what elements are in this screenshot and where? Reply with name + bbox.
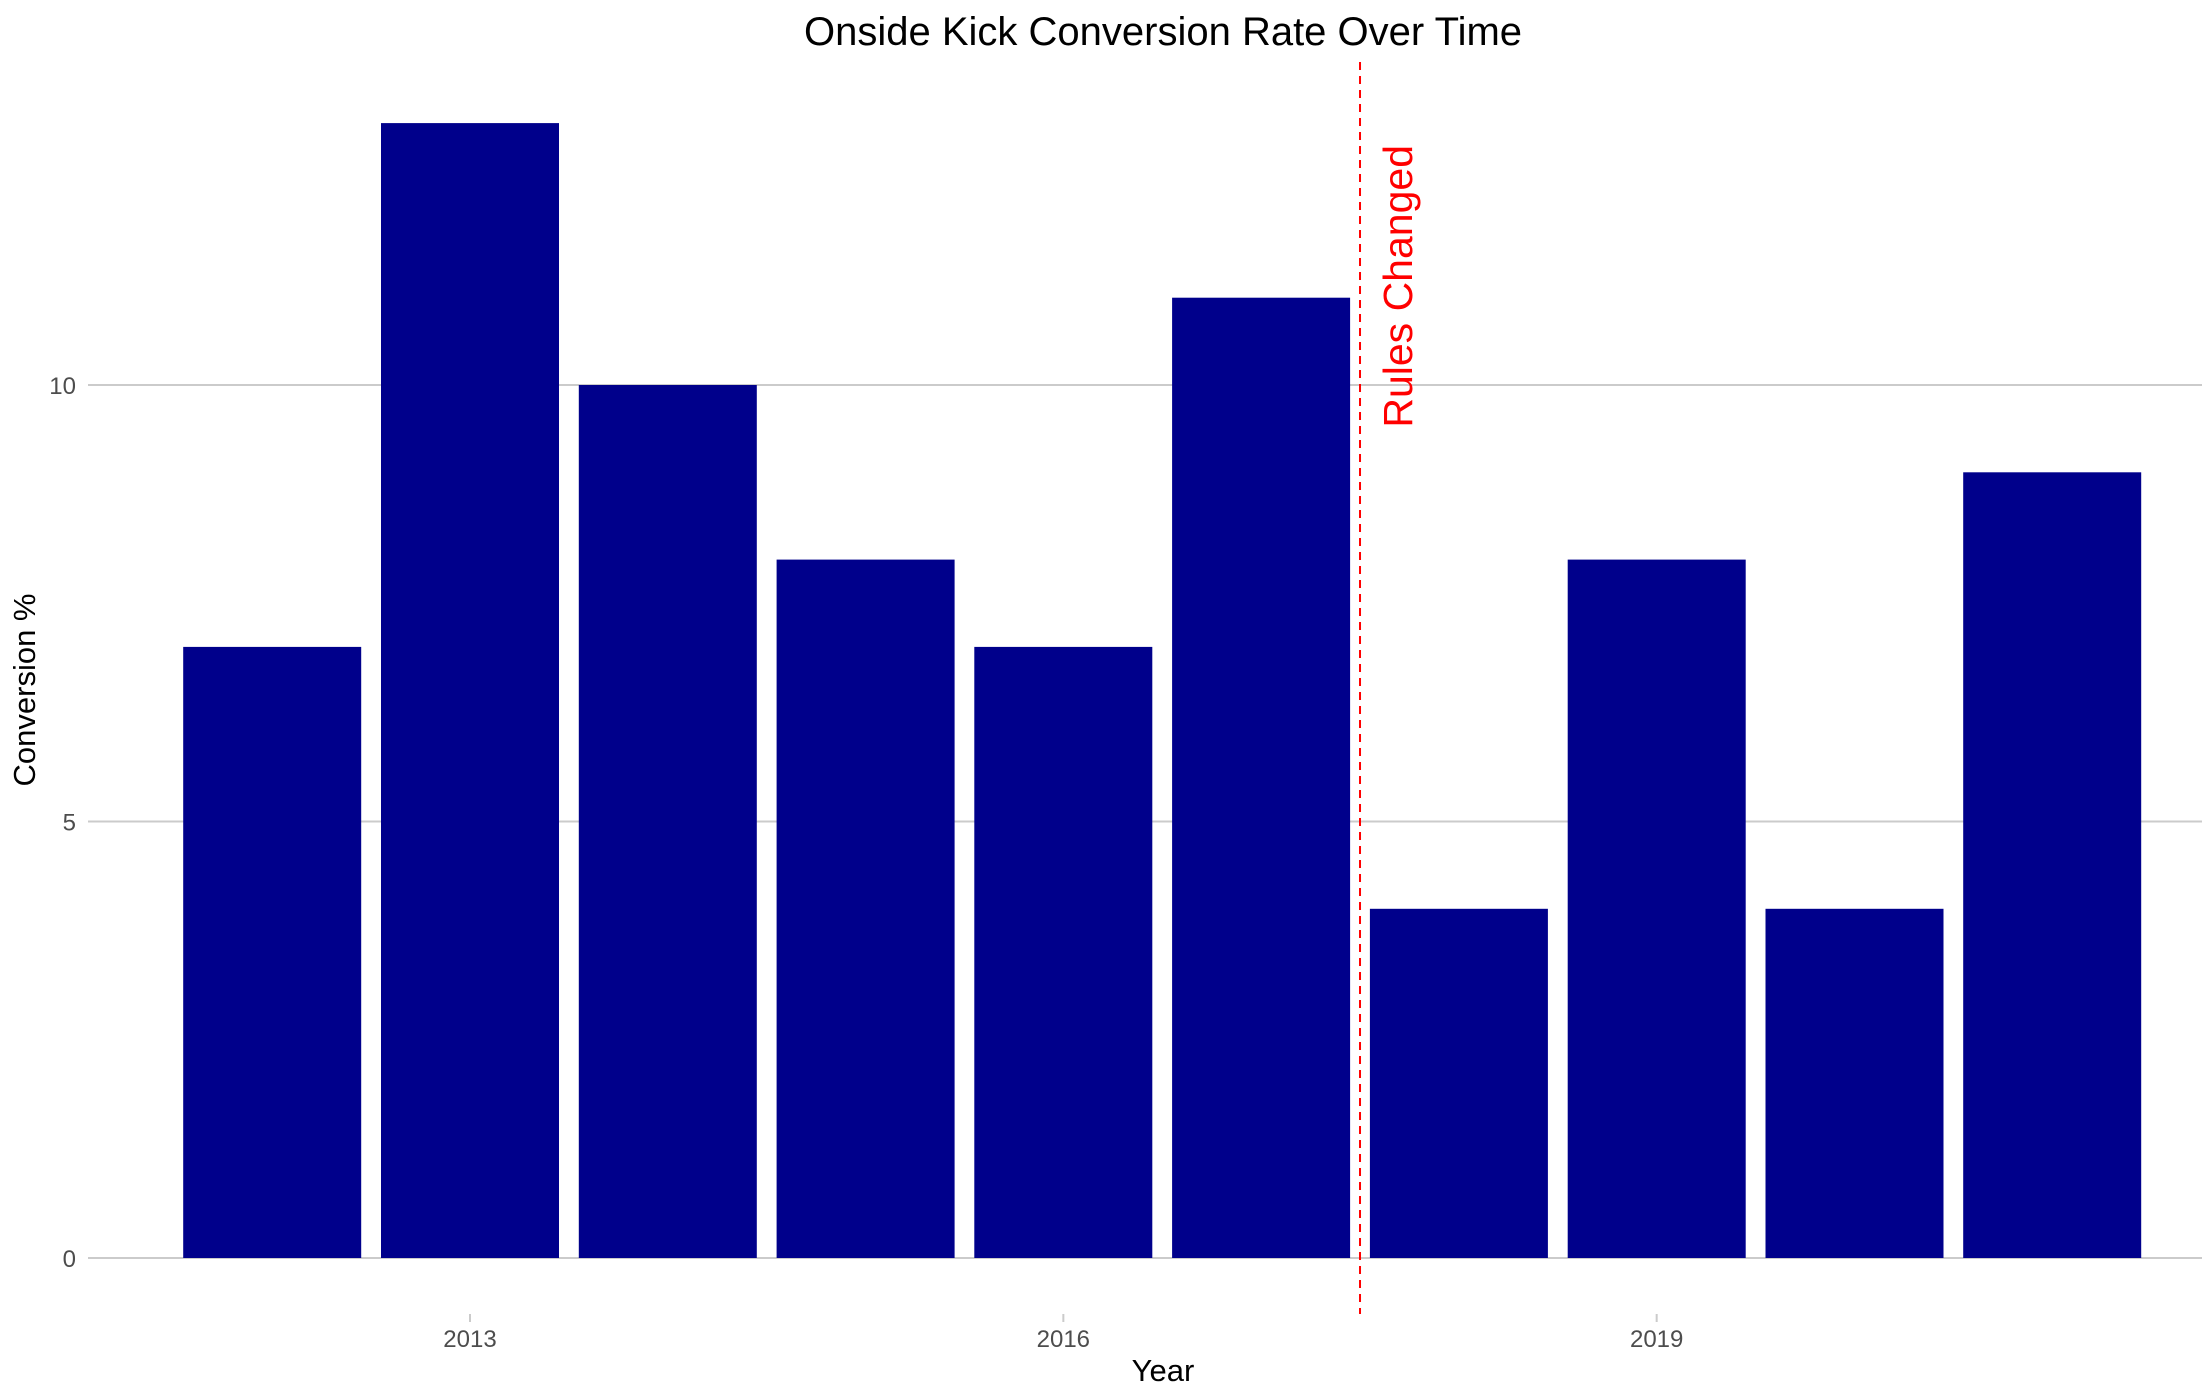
ticks-layer: 0 5 10 2013 2016 2019 xyxy=(49,373,1683,1353)
x-axis-title: Year xyxy=(1132,1353,1195,1388)
bar-2019 xyxy=(1567,559,1746,1258)
chart-title: Onside Kick Conversion Rate Over Time xyxy=(804,10,1522,54)
y-axis-title: Conversion % xyxy=(7,594,42,787)
bar-2014 xyxy=(578,385,757,1258)
bar-2021 xyxy=(1963,472,2142,1258)
bar-2017 xyxy=(1172,297,1351,1258)
bar-2012 xyxy=(183,646,362,1258)
rules-changed-label: Rules Changed xyxy=(1375,145,1421,428)
bar-2013 xyxy=(381,123,559,1259)
x-tick-label-2019: 2019 xyxy=(1630,1326,1683,1353)
y-tick-label-10: 10 xyxy=(49,373,76,400)
annotation-layer: Rules Changed xyxy=(1359,62,1421,1314)
x-tick-label-2016: 2016 xyxy=(1037,1326,1090,1353)
x-tick-label-2013: 2013 xyxy=(443,1326,496,1353)
bar-2020 xyxy=(1765,908,1944,1258)
bars-layer xyxy=(183,123,2142,1259)
bar-2015 xyxy=(776,559,955,1258)
bar-2016 xyxy=(974,646,1153,1258)
bar-2018 xyxy=(1369,908,1548,1258)
y-tick-label-5: 5 xyxy=(63,810,76,837)
y-tick-label-0: 0 xyxy=(63,1246,76,1273)
